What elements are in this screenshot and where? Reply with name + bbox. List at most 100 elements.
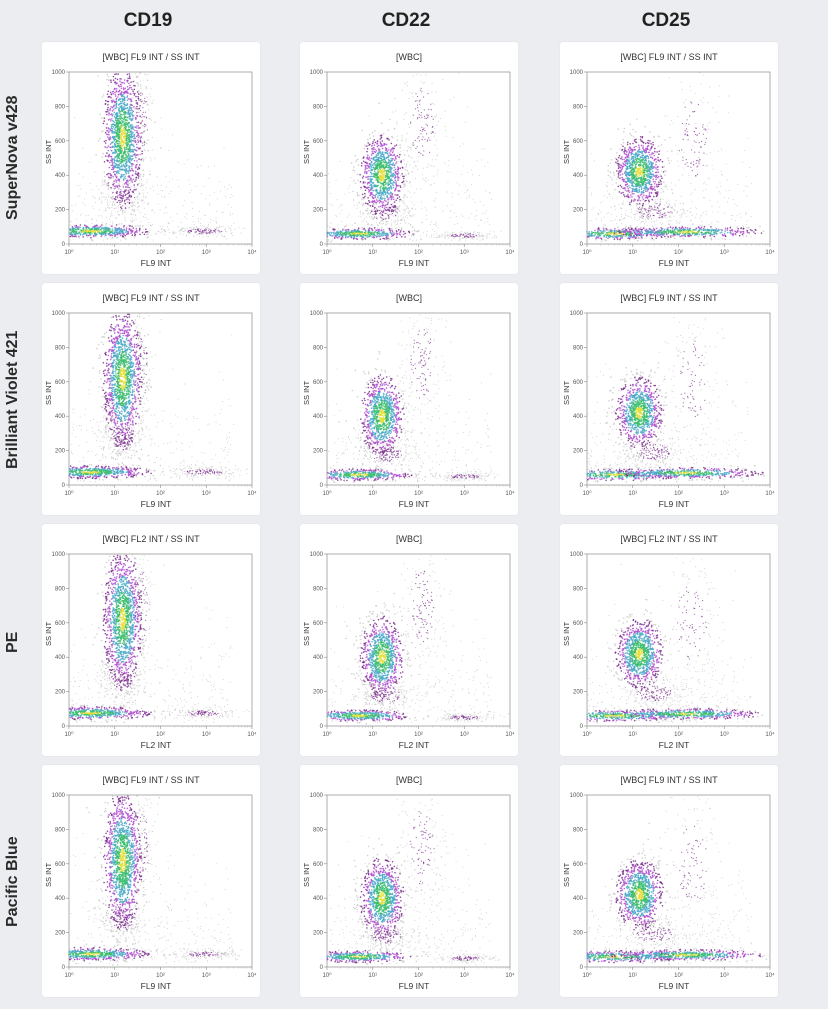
scatter-point (144, 213, 146, 215)
scatter-point (121, 235, 124, 238)
scatter-point (433, 183, 435, 185)
scatter-point (122, 195, 124, 197)
scatter-point (126, 88, 129, 91)
scatter-point (207, 225, 209, 227)
scatter-point (92, 195, 94, 197)
x-tick-label: 10⁰ (322, 249, 332, 256)
scatter-point (388, 217, 390, 219)
scatter-point (118, 184, 120, 186)
scatter-point (393, 164, 396, 167)
scatter-point (112, 79, 115, 81)
scatter-point (78, 173, 80, 175)
scatter-point (202, 233, 204, 235)
scatter-point (391, 175, 394, 178)
scatter-point (127, 175, 130, 178)
scatter-point (401, 137, 403, 139)
scatter-point (120, 135, 123, 138)
scatter-point (145, 217, 147, 219)
scatter-point (395, 183, 397, 185)
scatter-point (127, 157, 129, 160)
scatter-point (371, 216, 373, 218)
scatter-point (491, 237, 493, 239)
scatter-point (397, 223, 399, 225)
scatter-point (109, 223, 111, 225)
scatter-point (134, 205, 136, 207)
scatter-point (139, 233, 141, 236)
scatter-point (364, 144, 366, 146)
scatter-point (405, 180, 407, 182)
y-tick-label: 200 (313, 208, 324, 214)
scatter-point (385, 220, 388, 223)
scatter-point (385, 163, 388, 165)
scatter-point (390, 142, 393, 145)
scatter-point (435, 158, 437, 160)
scatter-point (176, 213, 178, 215)
scatter-point (71, 239, 73, 241)
scatter-point (448, 160, 450, 162)
scatter-point (206, 233, 208, 235)
scatter-point (160, 190, 162, 192)
scatter-point (396, 123, 398, 125)
scatter-point (476, 160, 478, 162)
scatter-point (328, 173, 330, 175)
scatter-point (208, 223, 210, 225)
scatter-point (195, 233, 197, 235)
scatter-point (107, 110, 110, 112)
scatter-point (125, 129, 127, 132)
scatter-point (129, 170, 132, 172)
scatter-point (123, 183, 126, 185)
scatter-point (405, 138, 408, 140)
scatter-point (119, 122, 121, 125)
scatter-point (383, 204, 385, 207)
scatter-point (120, 230, 123, 233)
scatter-point (99, 137, 101, 140)
scatter-point (192, 215, 194, 217)
scatter-point (407, 145, 409, 148)
scatter-point (75, 204, 77, 206)
scatter-point (122, 99, 125, 102)
scatter-point (381, 226, 383, 229)
scatter-point (135, 127, 138, 129)
scatter-point (366, 150, 368, 153)
scatter-point (471, 237, 473, 240)
scatter-point (366, 158, 369, 160)
scatter-point (204, 231, 206, 233)
scatter-point (70, 231, 73, 234)
scatter-point (135, 111, 138, 114)
scatter-point (128, 138, 131, 140)
scatter-point (411, 143, 414, 145)
scatter-point (405, 222, 407, 224)
scatter-point (100, 202, 102, 204)
scatter-point (110, 164, 113, 167)
scatter-point (370, 179, 373, 182)
scatter-point (113, 115, 116, 118)
scatter-point (77, 235, 80, 238)
scatter-point (147, 233, 149, 235)
scatter-point (238, 227, 240, 229)
scatter-point (115, 123, 118, 126)
scatter-point (333, 234, 335, 236)
scatter-point (117, 171, 119, 174)
scatter-point (111, 164, 114, 167)
scatter-point (125, 182, 128, 185)
x-tick-label: 10² (674, 250, 683, 256)
scatter-point (80, 188, 82, 190)
scatter-point (402, 230, 405, 233)
scatter-point (135, 99, 137, 102)
scatter-point (378, 200, 380, 202)
scatter-point (382, 132, 385, 135)
scatter-point (379, 222, 381, 224)
scatter-point (87, 214, 89, 216)
scatter-point (395, 144, 398, 146)
scatter-point (359, 210, 361, 212)
scatter-point (125, 180, 128, 182)
scatter-point (383, 155, 385, 158)
scatter-point (124, 212, 126, 214)
scatter-point (99, 233, 101, 235)
scatter-point (164, 234, 166, 236)
scatter-point (445, 135, 447, 137)
scatter-point (378, 232, 380, 235)
scatter-point (404, 163, 406, 165)
scatter-point (124, 175, 126, 178)
scatter-point (116, 112, 118, 114)
